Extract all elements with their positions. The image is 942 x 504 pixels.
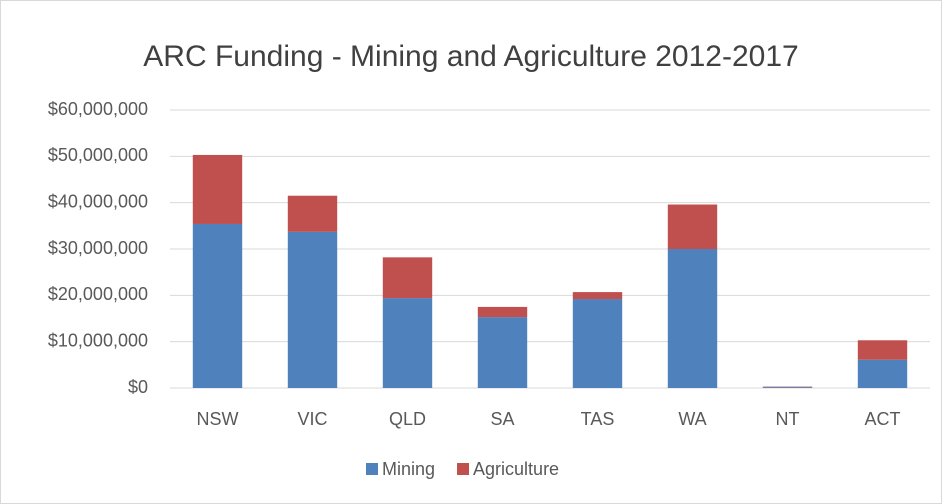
legend-label: Agriculture	[473, 459, 559, 479]
x-tick-label: ACT	[865, 409, 901, 429]
x-tick-label: NT	[776, 409, 800, 429]
chart-title: ARC Funding - Mining and Agriculture 201…	[143, 40, 798, 73]
bar-segment	[857, 340, 908, 360]
bar-segment	[382, 257, 433, 299]
y-tick-label: $20,000,000	[48, 284, 148, 304]
y-tick-label: $60,000,000	[48, 99, 148, 119]
bar-segment	[192, 223, 243, 388]
bar-segment	[382, 298, 433, 388]
legend-swatch	[366, 463, 378, 475]
x-tick-label: TAS	[581, 409, 615, 429]
x-tick-label: NSW	[197, 409, 239, 429]
y-tick-label: $10,000,000	[48, 330, 148, 350]
bar-segment	[572, 292, 623, 300]
x-tick-label: SA	[490, 409, 514, 429]
bar-segment	[667, 249, 718, 388]
bar-segment	[857, 359, 908, 388]
y-tick-label: $50,000,000	[48, 145, 148, 165]
x-tick-label: QLD	[389, 409, 426, 429]
bar-segment	[477, 306, 528, 318]
bar-segment	[192, 154, 243, 224]
bar-segment	[287, 195, 338, 232]
y-tick-label: $30,000,000	[48, 238, 148, 258]
legend-swatch	[457, 463, 470, 475]
bar-segment	[287, 231, 338, 388]
x-tick-label: VIC	[297, 409, 327, 429]
bar-segment	[667, 204, 718, 249]
y-tick-label: $0	[128, 377, 148, 397]
legend-label: Mining	[382, 459, 435, 479]
bar-segment	[762, 387, 813, 388]
y-tick-label: $40,000,000	[48, 191, 148, 211]
x-tick-label: WA	[678, 409, 706, 429]
bar-segment	[572, 299, 623, 388]
bar-segment	[477, 317, 528, 388]
